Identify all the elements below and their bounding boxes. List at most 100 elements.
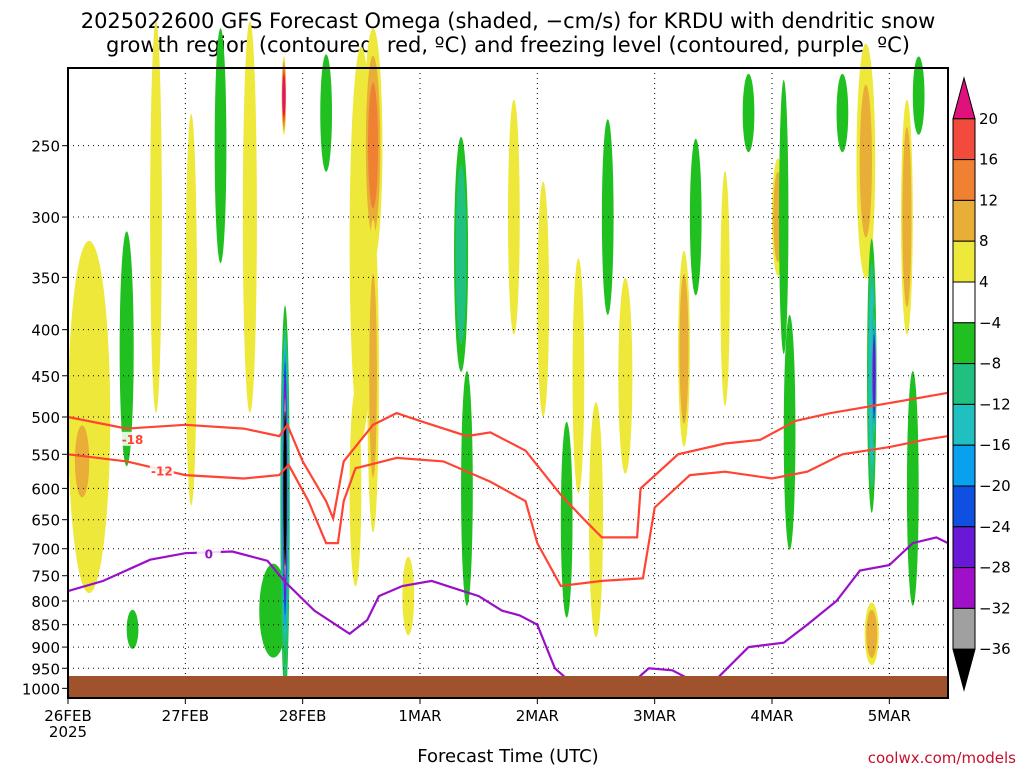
omega-shade [903,154,911,280]
x-axis: 26FEB 27FEB 28FEB 1MAR 2MAR 3MAR 4MAR 5MAR 2025 [44,698,911,741]
y-axis: 250 300 350 400 450 500 550 600 650 700 750 800 850 9… [22,138,68,698]
omega-cell [588,402,604,638]
omega-cell [618,277,633,474]
colorbar-bottom-arrow [952,648,976,692]
omega-shade [744,87,753,139]
omega-shade [245,89,255,345]
omega-shade [187,182,196,437]
site-credit: coolwx.com/models [868,749,1016,767]
colorbar-bin [952,607,976,650]
y-tick-label: 900 [31,639,60,657]
omega-shade [603,153,612,281]
omega-cell [901,99,913,335]
colorbar-bin [952,199,976,242]
colorbar-label: −24 [979,518,1011,536]
y-tick-label: 750 [31,568,60,586]
y-tick-label: 700 [31,541,60,559]
omega-cell [454,136,469,372]
colorbar-label: −36 [979,640,1011,658]
colorbar-top-arrow [952,76,976,120]
colorbar-bin [952,444,976,487]
x-tick-label: 3MAR [633,707,676,725]
contour-label-bg [120,431,145,446]
colorbar-label: −32 [979,599,1011,617]
colorbar-bin [952,240,976,283]
y-tick-label: 800 [31,593,60,611]
colorbar-bin [952,567,976,609]
colorbar-label: −8 [979,355,1001,373]
colorbar-label: −12 [979,395,1011,413]
omega-cell [282,312,289,665]
omega-shade [591,443,601,597]
chart-title-line2: growth region (contoured, red, ºC) and f… [106,33,910,57]
omega-shade [404,570,413,622]
omega-shading [68,21,925,697]
contour-dendritic-12 [67,435,949,588]
colorbar-label: −28 [979,559,1011,577]
omega-shade [908,412,917,565]
omega-shade [457,191,465,317]
colorbar-label: 12 [979,191,998,209]
omega-cell [560,421,573,618]
y-tick-label: 600 [31,480,60,498]
x-tick-label: 5MAR [868,707,911,725]
y-tick-label: 450 [31,368,60,386]
omega-cell [259,563,288,658]
omega-cell [214,28,227,264]
colorbar-bin [952,322,976,365]
colorbar-bin [952,159,976,201]
y-tick-label: 950 [31,660,60,678]
omega-shade [620,312,630,440]
x-tick-label: 4MAR [750,707,793,725]
omega-cell [402,556,415,636]
omega-cell [720,170,730,406]
omega-cell [320,54,332,172]
colorbar-bin [952,526,976,569]
omega-cell [126,609,139,649]
omega-cell [856,43,876,279]
omega-cell [537,181,550,417]
x-tick-label: 1MAR [398,707,441,725]
y-tick-label: 350 [31,269,60,287]
chart-title-line1: 2025022600 GFS Forecast Omega (shaded, −… [81,9,936,33]
omega-shade [128,616,137,643]
omega-shade [264,580,283,642]
contour-label: -18 [122,433,144,447]
omega-shade [282,79,286,112]
omega-cell [242,21,257,413]
x-axis-label: Forecast Time (UTC) [417,746,598,767]
contour-dendritic-18 [67,391,949,539]
omega-shade [859,84,872,238]
omega-cell [150,21,162,413]
omega-cell [461,370,473,606]
omega-shade [283,423,287,554]
omega-cell [601,119,614,315]
omega-cell [871,305,877,447]
omega-shade [463,412,471,565]
omega-cell [742,73,755,153]
colorbar-bin [952,281,976,324]
omega-shade [216,69,225,223]
plot-area: -18 -12 0 [67,21,949,699]
omega-shade [838,87,847,139]
plot-frame [67,67,949,699]
omega-shade [122,272,132,426]
y-tick-label: 1000 [22,680,60,698]
colorbar-bin [952,363,976,405]
contour-label-bg [196,546,221,561]
omega-shade [872,347,876,404]
y-tick-label: 500 [31,409,60,427]
colorbar-label: 20 [979,110,998,128]
omega-cell [912,56,925,135]
y-tick-label: 400 [31,322,60,340]
omega-cell [349,390,362,587]
omega-shade [152,89,160,345]
colorbar-label: 8 [979,232,989,250]
x-tick-label: 27FEB [162,707,209,725]
x-tick-label: 2MAR [516,707,559,725]
colorbar-bin [952,485,976,528]
colorbar-label: 4 [979,273,989,291]
y-tick-label: 550 [31,446,60,464]
omega-cell [836,73,849,153]
